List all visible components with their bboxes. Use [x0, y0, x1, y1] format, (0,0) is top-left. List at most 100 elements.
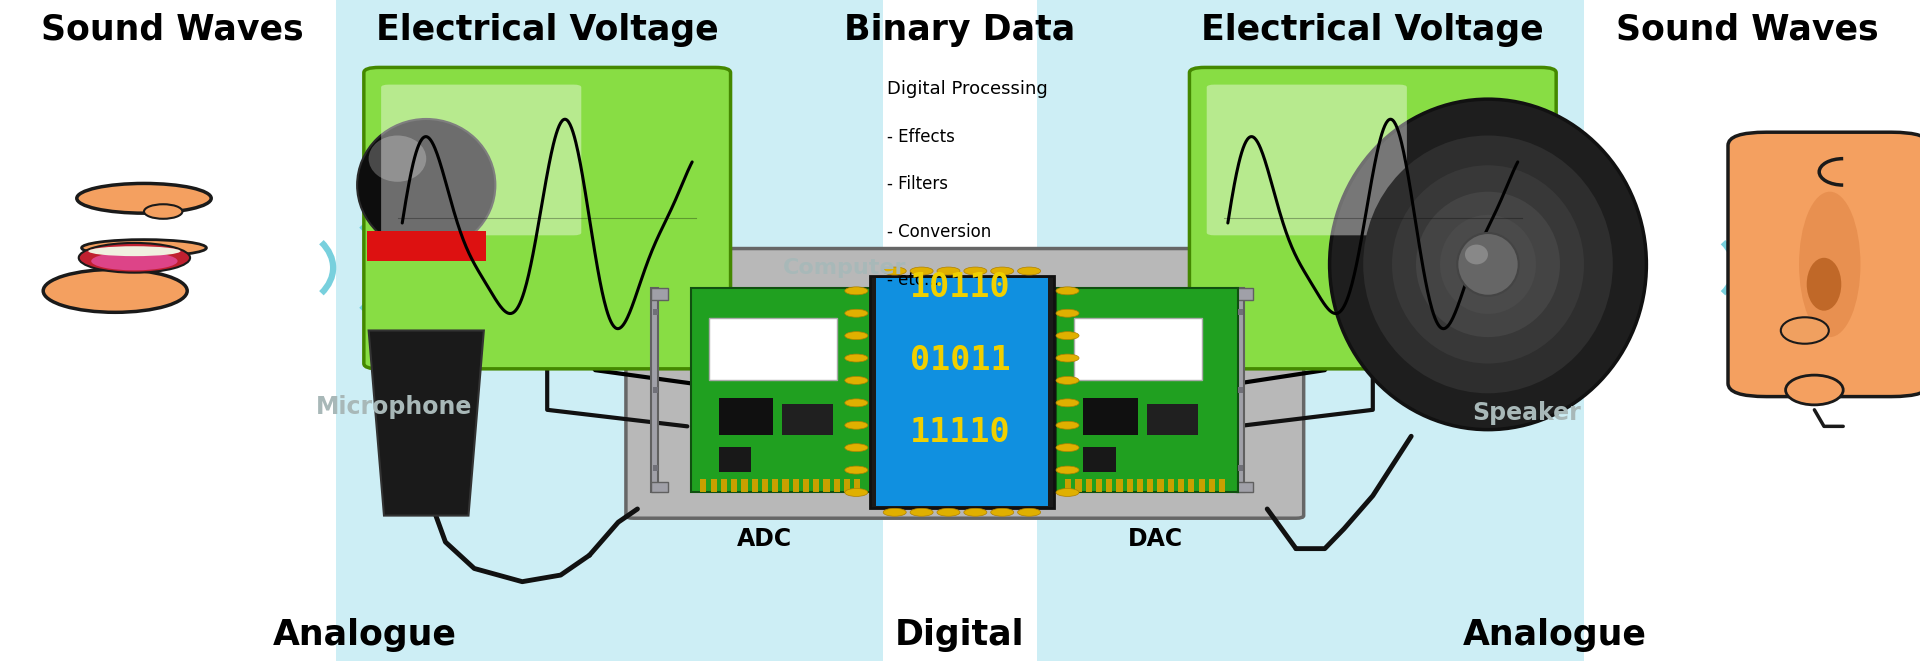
Bar: [653, 387, 657, 393]
Bar: [718, 398, 774, 435]
Bar: [708, 319, 837, 379]
Bar: [824, 479, 829, 492]
Bar: [1238, 387, 1244, 393]
Text: - Effects: - Effects: [887, 128, 954, 146]
Text: Computer: Computer: [783, 258, 906, 278]
Bar: [1210, 479, 1215, 492]
Text: Electrical Voltage: Electrical Voltage: [1202, 13, 1544, 47]
Bar: [653, 309, 657, 315]
Circle shape: [845, 444, 868, 451]
Text: Analogue: Analogue: [273, 617, 457, 652]
Bar: [1075, 479, 1081, 492]
Ellipse shape: [77, 183, 211, 213]
Bar: [732, 479, 737, 492]
Circle shape: [1056, 354, 1079, 362]
Bar: [1083, 447, 1116, 472]
Bar: [1083, 398, 1139, 435]
Bar: [783, 405, 833, 435]
Bar: [1188, 479, 1194, 492]
Text: Binary Data: Binary Data: [845, 13, 1075, 47]
Bar: [1085, 479, 1092, 492]
Bar: [1236, 288, 1244, 492]
Bar: [1179, 479, 1185, 492]
Bar: [762, 479, 768, 492]
Bar: [651, 482, 668, 492]
Text: Analogue: Analogue: [1463, 617, 1647, 652]
Text: - Filters: - Filters: [887, 175, 948, 194]
Ellipse shape: [88, 247, 180, 256]
Circle shape: [1056, 399, 1079, 407]
Ellipse shape: [357, 119, 495, 251]
Bar: [793, 479, 799, 492]
Circle shape: [937, 267, 960, 275]
Bar: [854, 479, 860, 492]
Circle shape: [845, 309, 868, 317]
Bar: [1148, 405, 1198, 435]
Circle shape: [883, 267, 906, 275]
Ellipse shape: [1392, 165, 1584, 364]
Text: Electrical Voltage: Electrical Voltage: [376, 13, 718, 47]
FancyBboxPatch shape: [1056, 288, 1238, 492]
Bar: [651, 288, 668, 300]
FancyBboxPatch shape: [1206, 85, 1407, 235]
Circle shape: [991, 267, 1014, 275]
Bar: [1238, 309, 1244, 315]
FancyBboxPatch shape: [1728, 132, 1920, 397]
Ellipse shape: [92, 252, 179, 270]
Circle shape: [845, 332, 868, 340]
Text: Microphone: Microphone: [315, 395, 472, 418]
FancyBboxPatch shape: [691, 288, 874, 492]
Bar: [751, 479, 758, 492]
Circle shape: [845, 399, 868, 407]
FancyBboxPatch shape: [1188, 67, 1555, 369]
Ellipse shape: [44, 270, 188, 313]
Circle shape: [964, 267, 987, 275]
Bar: [336, 0, 883, 661]
Bar: [741, 479, 747, 492]
Ellipse shape: [1786, 375, 1843, 405]
Bar: [1116, 479, 1123, 492]
Circle shape: [1056, 466, 1079, 474]
Circle shape: [1056, 287, 1079, 295]
Bar: [367, 231, 486, 261]
Bar: [803, 479, 808, 492]
Circle shape: [910, 267, 933, 275]
Bar: [1238, 465, 1244, 471]
Bar: [1198, 479, 1204, 492]
Ellipse shape: [1807, 258, 1841, 311]
Ellipse shape: [81, 240, 207, 256]
Bar: [1148, 479, 1154, 492]
Text: Speaker: Speaker: [1473, 401, 1580, 425]
Text: Digital Processing: Digital Processing: [887, 80, 1048, 98]
Circle shape: [1056, 444, 1079, 451]
Circle shape: [845, 354, 868, 362]
Text: - Conversion: - Conversion: [887, 223, 991, 241]
Bar: [1066, 479, 1071, 492]
Text: 01011: 01011: [910, 344, 1010, 377]
Bar: [1037, 0, 1584, 661]
Bar: [1219, 479, 1225, 492]
Bar: [845, 479, 851, 492]
Ellipse shape: [1363, 136, 1613, 393]
Bar: [814, 479, 820, 492]
Circle shape: [1056, 421, 1079, 429]
Text: 10110: 10110: [910, 271, 1010, 304]
Circle shape: [845, 466, 868, 474]
Ellipse shape: [1440, 215, 1536, 314]
Bar: [718, 447, 751, 472]
Bar: [1158, 479, 1164, 492]
Bar: [710, 479, 716, 492]
Ellipse shape: [79, 243, 190, 272]
Circle shape: [964, 508, 987, 516]
FancyBboxPatch shape: [870, 276, 1054, 508]
Bar: [651, 288, 659, 492]
Circle shape: [1056, 332, 1079, 340]
Polygon shape: [369, 330, 484, 516]
Ellipse shape: [144, 204, 182, 219]
Circle shape: [991, 508, 1014, 516]
Text: - etc...: - etc...: [887, 270, 939, 289]
Text: ADC: ADC: [737, 527, 791, 551]
Ellipse shape: [1465, 245, 1488, 264]
Text: 11110: 11110: [910, 416, 1010, 449]
Ellipse shape: [1459, 235, 1517, 294]
